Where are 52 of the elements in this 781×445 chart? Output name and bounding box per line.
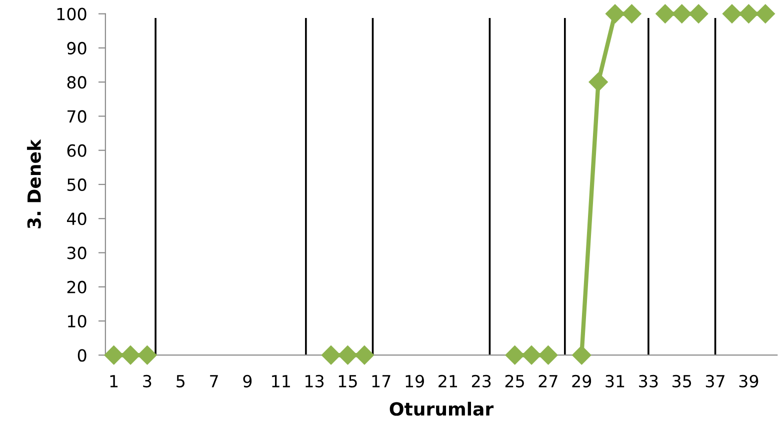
point xyxy=(354,346,374,365)
x-tick-label: 27 xyxy=(538,374,558,388)
point xyxy=(739,4,758,24)
x-tick-label: 17 xyxy=(372,375,390,388)
x-tick-label: 5 xyxy=(176,375,184,388)
x-tick-label: 37 xyxy=(706,374,724,388)
x-tick-label: 11 xyxy=(272,375,290,388)
y-tick-label: 10 xyxy=(68,314,86,328)
x-tick-label: 33 xyxy=(639,374,658,388)
point xyxy=(605,4,625,24)
point xyxy=(672,4,692,24)
x-tick-label: 25 xyxy=(505,374,524,388)
point xyxy=(756,4,775,24)
y-tick-label: 60 xyxy=(67,144,86,157)
y-tick-label: 20 xyxy=(67,280,86,294)
x-tick-label: 23 xyxy=(472,374,491,388)
x-tick-label: 29 xyxy=(572,374,592,388)
x-tick-label: 9 xyxy=(243,374,252,388)
y-tick-label: 100 xyxy=(57,8,86,20)
point xyxy=(505,346,524,365)
x-tick-label: 13 xyxy=(306,374,324,388)
x-tick-label: 31 xyxy=(606,374,624,388)
y-tick-label: 50 xyxy=(67,178,86,192)
x-tick-label: 15 xyxy=(338,375,357,388)
point xyxy=(522,346,542,365)
point xyxy=(656,4,675,24)
x-tick-label: 39 xyxy=(739,374,758,388)
y-tick-label: 80 xyxy=(67,76,86,89)
point xyxy=(622,4,642,24)
y-tick-label: 90 xyxy=(67,42,86,54)
point xyxy=(120,346,140,365)
y-tick-label: 0 xyxy=(78,349,86,362)
x-axis-title: Oturumlar xyxy=(390,402,494,416)
point xyxy=(722,4,742,24)
point xyxy=(321,346,341,365)
x-tick-label: 21 xyxy=(438,374,458,388)
y-tick-label: 40 xyxy=(66,212,86,226)
point xyxy=(104,346,124,365)
point xyxy=(588,72,608,92)
point xyxy=(689,4,708,24)
point xyxy=(572,346,592,365)
point xyxy=(338,346,358,365)
y-tick-label: 30 xyxy=(67,246,86,260)
x-tick-label: 7 xyxy=(210,375,218,388)
x-tick-label: 3 xyxy=(143,374,152,388)
y-axis-title: 3. Denek xyxy=(26,139,41,228)
x-tick-label: 35 xyxy=(672,374,692,388)
x-tick-label: 19 xyxy=(406,374,424,388)
x-tick-label: 1 xyxy=(110,375,118,388)
y-tick-label: 70 xyxy=(68,110,86,123)
point xyxy=(538,346,558,365)
point xyxy=(138,346,157,365)
